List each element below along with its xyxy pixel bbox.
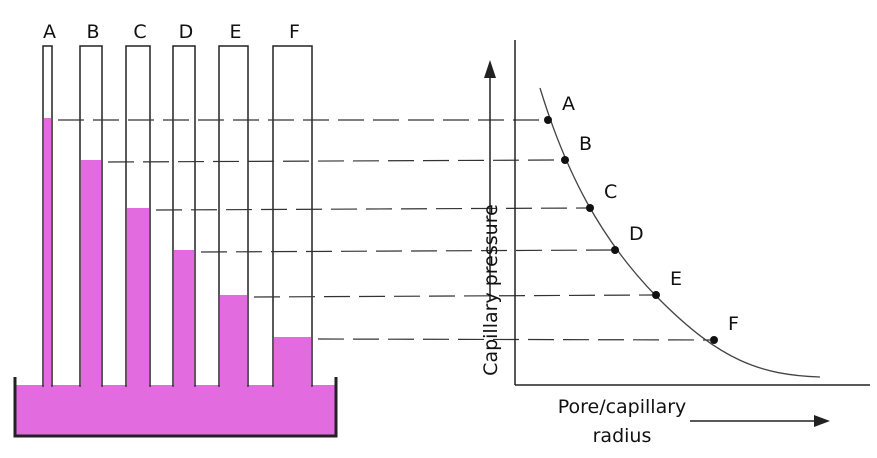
reservoir xyxy=(13,377,338,438)
point-label: B xyxy=(579,133,592,155)
curve xyxy=(539,87,821,378)
tube-label: E xyxy=(229,21,241,43)
tubes: A B C D E F xyxy=(42,21,313,392)
point-label: E xyxy=(670,268,682,290)
tube xyxy=(272,45,313,387)
point-label: D xyxy=(629,223,644,245)
points: AB CD E F xyxy=(544,93,739,344)
point-label: A xyxy=(562,93,575,115)
point xyxy=(611,246,619,254)
level-line xyxy=(107,159,562,163)
level-line xyxy=(200,249,612,253)
tube-liquid xyxy=(80,160,102,392)
point xyxy=(586,204,594,212)
point xyxy=(710,336,718,344)
reservoir-liquid xyxy=(15,385,335,435)
tube-liquid xyxy=(43,118,52,392)
tube-label: B xyxy=(86,21,99,43)
x-arrow-head xyxy=(814,415,830,427)
tube-liquid xyxy=(173,250,195,392)
tube-liquid xyxy=(126,208,150,392)
y-arrow-head xyxy=(484,60,496,78)
point-label: F xyxy=(728,313,739,335)
tube-label: A xyxy=(43,21,56,43)
point xyxy=(652,291,660,299)
tube-liquid xyxy=(219,295,248,392)
tube-label: D xyxy=(179,21,194,43)
point xyxy=(544,116,552,124)
tube-liquid xyxy=(273,337,312,392)
level-line xyxy=(253,294,653,298)
level-line xyxy=(317,338,711,341)
level-lines xyxy=(58,119,711,341)
x-axis-label: radius xyxy=(593,425,652,447)
x-axis-label: Pore/capillary xyxy=(558,396,687,418)
y-axis-label: Capillary pressure xyxy=(480,204,502,376)
point-label: C xyxy=(604,181,617,203)
tube-label: C xyxy=(133,21,146,43)
point xyxy=(561,156,569,164)
tube-label: F xyxy=(289,21,300,43)
